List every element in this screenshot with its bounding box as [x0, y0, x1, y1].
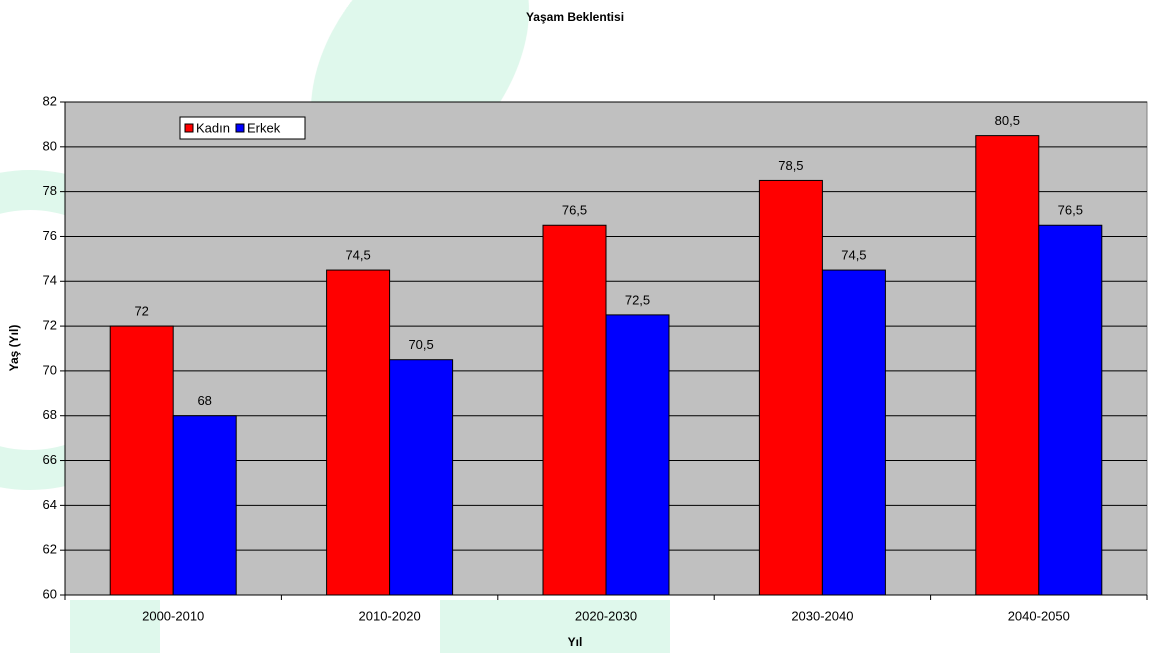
y-tick-label: 72: [43, 318, 57, 333]
x-tick-label: 2030-2040: [791, 608, 853, 623]
bar: [821, 269, 886, 596]
value-label: 76,5: [562, 203, 587, 218]
x-tick-label: 2000-2010: [142, 608, 204, 623]
y-tick-label: 60: [43, 586, 57, 601]
y-tick-label: 62: [43, 542, 57, 557]
legend-swatch: [235, 123, 245, 133]
x-tick-label: 2040-2050: [1008, 608, 1070, 623]
y-tick-label: 74: [43, 273, 57, 288]
legend-swatch: [184, 123, 194, 133]
bar: [975, 135, 1040, 596]
value-label: 74,5: [345, 248, 370, 263]
chart-title: Yaşam Beklentisi: [526, 10, 624, 24]
bar: [109, 325, 174, 596]
y-tick-label: 70: [43, 362, 57, 377]
value-label: 78,5: [778, 158, 803, 173]
legend-label: Erkek: [247, 120, 281, 135]
bar: [542, 224, 607, 596]
x-axis-label: Yıl: [568, 635, 583, 649]
y-tick-label: 76: [43, 228, 57, 243]
bar: [389, 359, 454, 596]
value-label: 74,5: [841, 248, 866, 263]
bar: [605, 314, 670, 596]
x-tick-label: 2010-2020: [359, 608, 421, 623]
y-tick-label: 82: [43, 93, 57, 108]
value-label: 68: [197, 393, 211, 408]
bar: [326, 269, 391, 596]
y-tick-label: 78: [43, 183, 57, 198]
y-tick-label: 66: [43, 452, 57, 467]
legend-label: Kadın: [196, 120, 230, 135]
y-tick-label: 80: [43, 138, 57, 153]
value-label: 72: [134, 304, 148, 319]
value-label: 80,5: [995, 113, 1020, 128]
value-label: 70,5: [408, 337, 433, 352]
value-label: 72,5: [625, 292, 650, 307]
bar: [758, 179, 823, 596]
y-axis-label: Yaş (Yıl): [7, 325, 21, 372]
x-tick-label: 2020-2030: [575, 608, 637, 623]
bar: [172, 415, 237, 596]
bar: [1038, 224, 1103, 596]
y-tick-label: 64: [43, 497, 57, 512]
value-label: 76,5: [1058, 203, 1083, 218]
y-tick-label: 68: [43, 407, 57, 422]
